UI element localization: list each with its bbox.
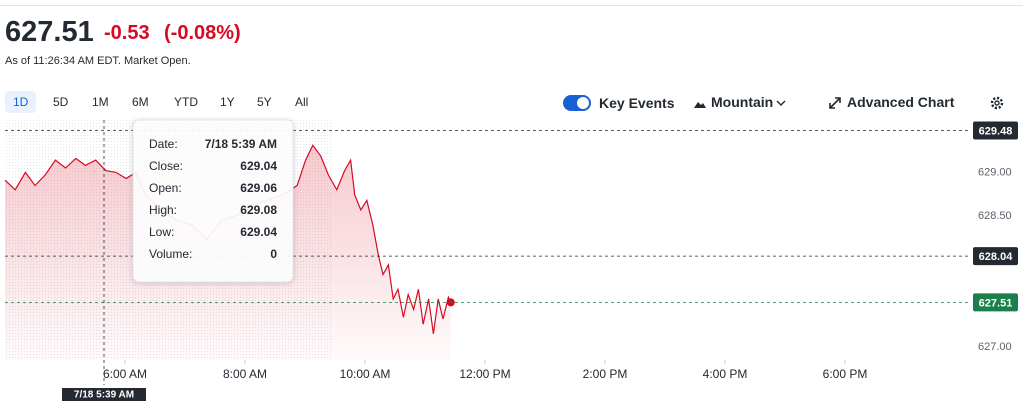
mountain-icon xyxy=(694,102,706,108)
expand-icon xyxy=(829,97,841,109)
tooltip-value: 629.08 xyxy=(240,203,277,217)
reference-label: 629.48 xyxy=(979,125,1013,137)
tooltip-value: 0 xyxy=(270,247,277,261)
y-tick-label: 627.00 xyxy=(978,341,1012,353)
tooltip-box xyxy=(132,119,294,283)
range-button[interactable]: 1Y xyxy=(220,95,235,109)
range-button[interactable]: 5Y xyxy=(257,95,272,109)
reference-label-box xyxy=(973,247,1018,266)
key-events-toggle[interactable] xyxy=(563,95,593,111)
tooltip-value: 7/18 5:39 AM xyxy=(205,137,277,151)
x-tick-label: 10:00 AM xyxy=(340,367,391,381)
tooltip-label: High: xyxy=(149,203,177,217)
x-tick-label: 8:00 AM xyxy=(223,367,267,381)
reference-label-box xyxy=(973,121,1018,140)
price-change-percent: (-0.08%) xyxy=(164,22,241,44)
tooltip-label: Open: xyxy=(149,181,182,195)
tooltip-label: Low: xyxy=(149,225,174,239)
toggle-knob xyxy=(577,97,589,109)
x-tick-label: 6:00 AM xyxy=(103,367,147,381)
range-button[interactable]: 6M xyxy=(132,95,149,109)
key-events-label[interactable]: Key Events xyxy=(599,95,675,111)
range-button[interactable]: YTD xyxy=(174,95,198,109)
chart-style[interactable]: Mountain xyxy=(711,94,774,110)
range-button[interactable]: 5D xyxy=(53,95,69,109)
crosshair-label: 7/18 5:39 AM xyxy=(74,390,134,401)
price-line xyxy=(4,144,452,334)
top-border xyxy=(0,5,1023,6)
crosshair-label-box xyxy=(62,388,146,401)
tooltip-label: Volume: xyxy=(149,247,192,261)
advanced-chart[interactable]: Advanced Chart xyxy=(847,94,955,110)
tooltip-value: 629.04 xyxy=(240,225,277,239)
x-tick-label: 12:00 PM xyxy=(459,367,510,381)
range-button[interactable]: 1D xyxy=(5,91,37,113)
y-tick-label: 629.00 xyxy=(978,166,1012,178)
chevron-icon xyxy=(776,100,786,106)
as-of: As of 11:26:34 AM EDT. Market Open. xyxy=(5,55,191,67)
y-tick-label: 628.50 xyxy=(978,210,1012,222)
settings-icon[interactable] xyxy=(989,95,1005,111)
tooltip-value: 629.06 xyxy=(240,181,277,195)
tooltip-label: Close: xyxy=(149,159,183,173)
x-tick-label: 6:00 PM xyxy=(823,367,868,381)
range-button[interactable]: 1M xyxy=(92,95,109,109)
tooltip-label: Date: xyxy=(149,137,178,151)
tooltip-value: 629.04 xyxy=(240,159,277,173)
x-tick-label: 2:00 PM xyxy=(583,367,628,381)
range-button[interactable]: All xyxy=(295,95,309,109)
x-tick-label: 4:00 PM xyxy=(703,367,748,381)
price-change: -0.53 xyxy=(104,22,150,44)
reference-label: 627.51 xyxy=(979,297,1013,309)
price: 627.51 xyxy=(5,16,94,48)
reference-label: 628.04 xyxy=(979,251,1014,263)
reference-label-box xyxy=(973,293,1018,312)
